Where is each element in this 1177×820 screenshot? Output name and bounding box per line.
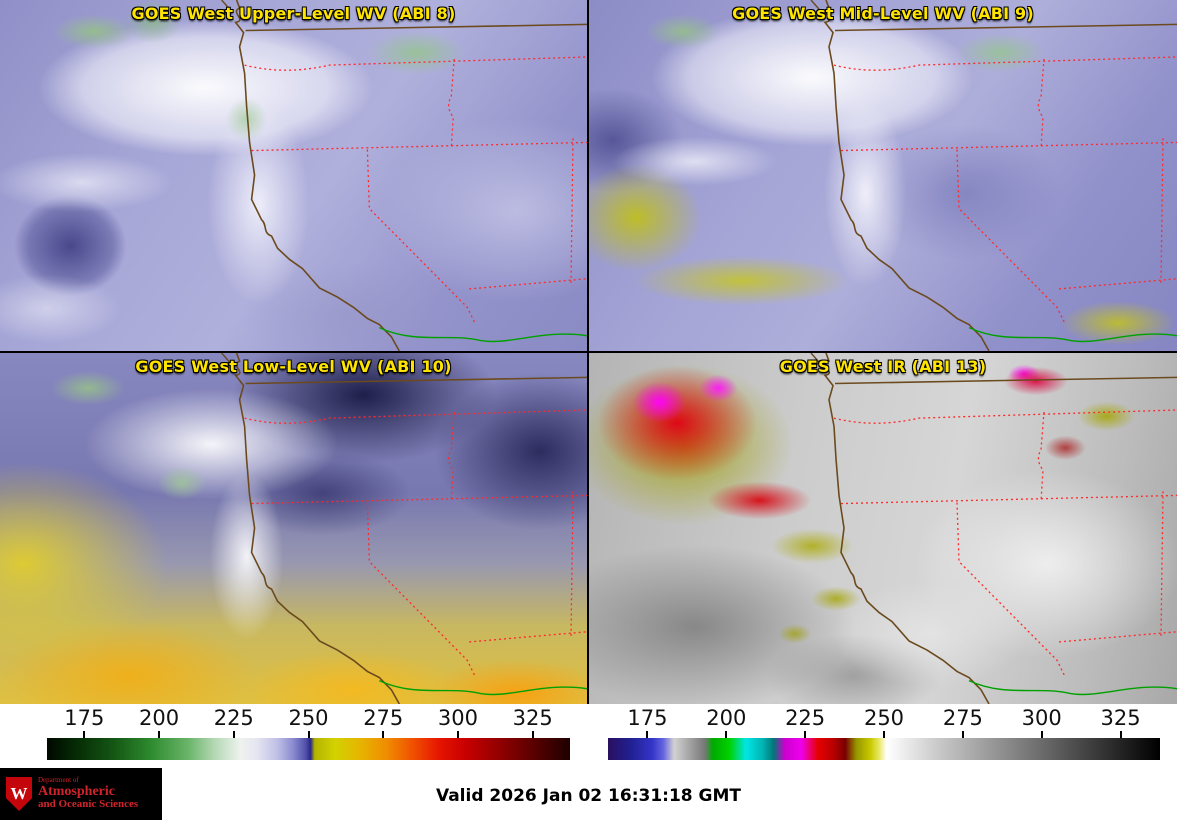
panel-upper-level-wv: GOES West Upper-Level WV (ABI 8) — [0, 0, 587, 351]
colorbar-tick — [531, 731, 534, 738]
colorbar-tick — [1119, 731, 1122, 738]
colorbar-tick-label: 200 — [706, 706, 747, 730]
panel-title-abi13: GOES West IR (ABI 13) — [779, 357, 987, 376]
wv-colorbar — [47, 738, 570, 760]
colorbar-tick-label: 325 — [1100, 706, 1141, 730]
footer-row: W Department of Atmospheric and Oceanic … — [0, 766, 1177, 820]
colorbar-tick — [883, 731, 885, 738]
colorbar-tick-label: 175 — [627, 706, 668, 730]
colorbar-tick — [307, 731, 310, 738]
colorbar-tick — [961, 731, 964, 738]
colorbar-tick — [83, 731, 86, 738]
uw-crest-icon: W — [6, 777, 32, 811]
panel-mid-level-wv: GOES West Mid-Level WV (ABI 9) — [589, 0, 1177, 351]
colorbar-tick — [1040, 731, 1043, 738]
ir-colorbar-group: 175 200 225 250 275 300 325 — [608, 704, 1160, 766]
panel-title-abi9: GOES West Mid-Level WV (ABI 9) — [732, 4, 1034, 23]
colorbar-tick — [382, 731, 385, 738]
colorbar-tick-label: 300 — [437, 706, 478, 730]
map-overlay-abi13 — [810, 353, 1177, 704]
map-overlay-abi8 — [220, 0, 587, 351]
aos-logo: W Department of Atmospheric and Oceanic … — [0, 768, 162, 820]
panel-grid: GOES West Upper-Level WV (ABI 8) GOES We… — [0, 0, 1177, 704]
colorbar-tick-label: 300 — [1021, 706, 1062, 730]
colorbar-tick-label: 275 — [363, 706, 404, 730]
map-overlay-abi10 — [220, 353, 587, 704]
satellite-image-abi10 — [0, 353, 587, 704]
colorbar-tick — [158, 731, 161, 738]
ir-colorbar — [608, 738, 1160, 760]
colorbar-tick-label: 175 — [64, 706, 105, 730]
satellite-image-abi8 — [0, 0, 587, 351]
panel-title-abi8: GOES West Upper-Level WV (ABI 8) — [131, 4, 456, 23]
colorbar-tick-label: 325 — [512, 706, 553, 730]
colorbar-tick-label: 275 — [942, 706, 983, 730]
colorbar-tick — [646, 731, 649, 738]
colorbar-tick — [232, 731, 235, 738]
satellite-image-abi9 — [589, 0, 1177, 351]
logo-oceanic-label: and Oceanic Sciences — [38, 798, 139, 811]
footer-strip: 175 200 225 250 275 300 325 175 200 225 — [0, 704, 1177, 820]
panel-title-abi10: GOES West Low-Level WV (ABI 10) — [135, 357, 452, 376]
satellite-image-abi13 — [589, 353, 1177, 704]
logo-dept-label: Department of — [38, 776, 79, 785]
panel-ir: GOES West IR (ABI 13) — [589, 353, 1177, 704]
colorbar-tick — [804, 731, 807, 738]
aos-logo-text: Department of Atmospheric and Oceanic Sc… — [38, 776, 139, 811]
logo-atmospheric-label: Atmospheric — [38, 783, 115, 799]
colorbar-tick-label: 225 — [213, 706, 254, 730]
valid-time: Valid 2026 Jan 02 16:31:18 GMT — [435, 786, 742, 806]
colorbar-tick-label: 250 — [288, 706, 329, 730]
panel-low-level-wv: GOES West Low-Level WV (ABI 10) — [0, 353, 587, 704]
colorbar-tick-label: 200 — [139, 706, 180, 730]
map-overlay-abi9 — [810, 0, 1177, 351]
colorbar-tick — [725, 731, 728, 738]
wv-colorbar-group: 175 200 225 250 275 300 325 — [47, 704, 570, 766]
colorbar-tick-label: 225 — [785, 706, 826, 730]
colorbar-row: 175 200 225 250 275 300 325 175 200 225 — [0, 704, 1177, 766]
colorbar-tick-label: 250 — [863, 706, 905, 730]
colorbar-tick — [456, 731, 459, 738]
